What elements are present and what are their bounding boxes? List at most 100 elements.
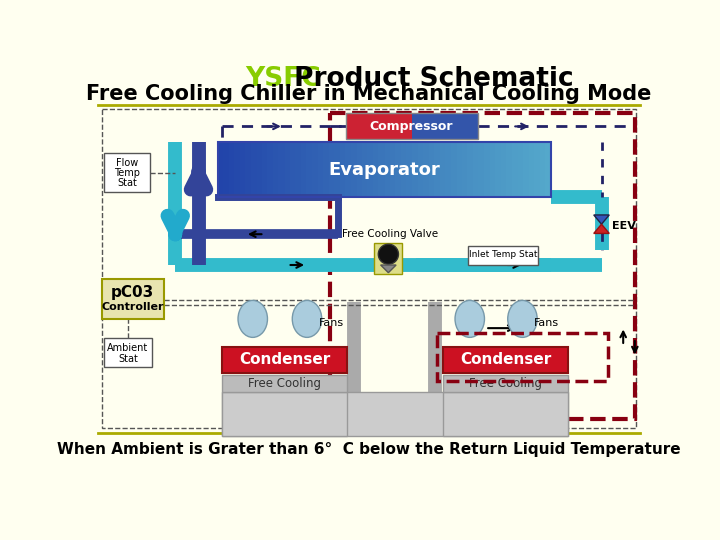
- Bar: [485, 142, 490, 197]
- Bar: [306, 142, 312, 197]
- Bar: [356, 142, 363, 197]
- Bar: [301, 142, 307, 197]
- Bar: [229, 142, 235, 197]
- Bar: [468, 246, 538, 265]
- Bar: [222, 347, 347, 373]
- Bar: [245, 142, 251, 197]
- Bar: [367, 142, 374, 197]
- Bar: [345, 142, 351, 197]
- Ellipse shape: [455, 300, 485, 338]
- Text: Free Cooling Chiller in Mechanical Cooling Mode: Free Cooling Chiller in Mechanical Cooli…: [86, 84, 652, 104]
- Bar: [437, 333, 608, 381]
- Bar: [490, 142, 496, 197]
- Bar: [251, 142, 258, 197]
- Bar: [346, 113, 412, 139]
- Bar: [318, 142, 324, 197]
- Bar: [443, 347, 568, 373]
- Ellipse shape: [292, 300, 322, 338]
- Bar: [534, 142, 540, 197]
- Bar: [334, 142, 341, 197]
- Bar: [218, 142, 224, 197]
- Bar: [473, 142, 479, 197]
- Bar: [443, 392, 568, 436]
- Bar: [406, 142, 413, 197]
- Bar: [467, 142, 474, 197]
- Bar: [223, 142, 230, 197]
- Bar: [518, 142, 524, 197]
- Bar: [295, 142, 302, 197]
- Bar: [445, 142, 451, 197]
- Text: Controller: Controller: [102, 302, 164, 312]
- Bar: [290, 142, 296, 197]
- Bar: [495, 142, 502, 197]
- Bar: [451, 142, 457, 197]
- Text: Free Cooling: Free Cooling: [248, 377, 321, 390]
- Ellipse shape: [238, 300, 267, 338]
- Text: Stat: Stat: [117, 178, 137, 188]
- Polygon shape: [594, 224, 609, 233]
- Bar: [412, 142, 418, 197]
- Bar: [330, 112, 635, 419]
- Bar: [428, 142, 435, 197]
- Bar: [478, 142, 485, 197]
- Text: Flow: Flow: [116, 158, 138, 168]
- Bar: [528, 142, 535, 197]
- Circle shape: [378, 244, 398, 264]
- Bar: [312, 142, 318, 197]
- Bar: [374, 244, 402, 274]
- Bar: [395, 142, 402, 197]
- Bar: [222, 392, 347, 436]
- Bar: [462, 142, 468, 197]
- Text: When Ambient is Grater than 6°  C below the Return Liquid Temperature: When Ambient is Grater than 6° C below t…: [57, 442, 681, 457]
- Text: Compressor: Compressor: [370, 119, 454, 132]
- Bar: [512, 142, 518, 197]
- Bar: [545, 142, 551, 197]
- Bar: [443, 375, 568, 392]
- Bar: [418, 142, 424, 197]
- Bar: [267, 142, 274, 197]
- Bar: [539, 142, 546, 197]
- Bar: [434, 142, 441, 197]
- Text: pC03: pC03: [111, 285, 154, 300]
- Bar: [284, 142, 291, 197]
- Bar: [351, 142, 357, 197]
- Bar: [104, 338, 152, 367]
- Text: Evaporator: Evaporator: [328, 160, 441, 179]
- Bar: [439, 142, 446, 197]
- Bar: [329, 142, 335, 197]
- Bar: [401, 142, 407, 197]
- Bar: [273, 142, 279, 197]
- Text: YSFC: YSFC: [245, 66, 320, 92]
- Bar: [384, 142, 391, 197]
- Polygon shape: [594, 215, 609, 224]
- Text: Stat: Stat: [118, 354, 138, 364]
- Polygon shape: [381, 265, 396, 273]
- Bar: [346, 113, 477, 139]
- Text: Inlet Temp Stat: Inlet Temp Stat: [469, 251, 537, 260]
- Text: Ambient: Ambient: [107, 343, 148, 353]
- Bar: [340, 142, 346, 197]
- Bar: [222, 392, 568, 436]
- Bar: [412, 113, 477, 139]
- Bar: [262, 142, 269, 197]
- Ellipse shape: [508, 300, 537, 338]
- Text: Condenser: Condenser: [460, 352, 551, 367]
- Text: Free Cooling: Free Cooling: [469, 377, 542, 390]
- Text: EEV: EEV: [612, 221, 636, 231]
- Bar: [102, 279, 163, 319]
- Bar: [256, 142, 263, 197]
- Bar: [104, 153, 150, 192]
- Bar: [500, 142, 507, 197]
- Bar: [523, 142, 529, 197]
- Bar: [506, 142, 513, 197]
- Bar: [423, 142, 429, 197]
- Text: Fans: Fans: [319, 318, 343, 328]
- Text: Temp: Temp: [114, 168, 140, 178]
- Bar: [378, 142, 384, 197]
- Bar: [218, 142, 551, 197]
- Text: Product Schematic: Product Schematic: [284, 66, 573, 92]
- Bar: [240, 142, 246, 197]
- Bar: [362, 142, 368, 197]
- Text: Free Cooling Valve: Free Cooling Valve: [342, 229, 438, 239]
- Bar: [456, 142, 463, 197]
